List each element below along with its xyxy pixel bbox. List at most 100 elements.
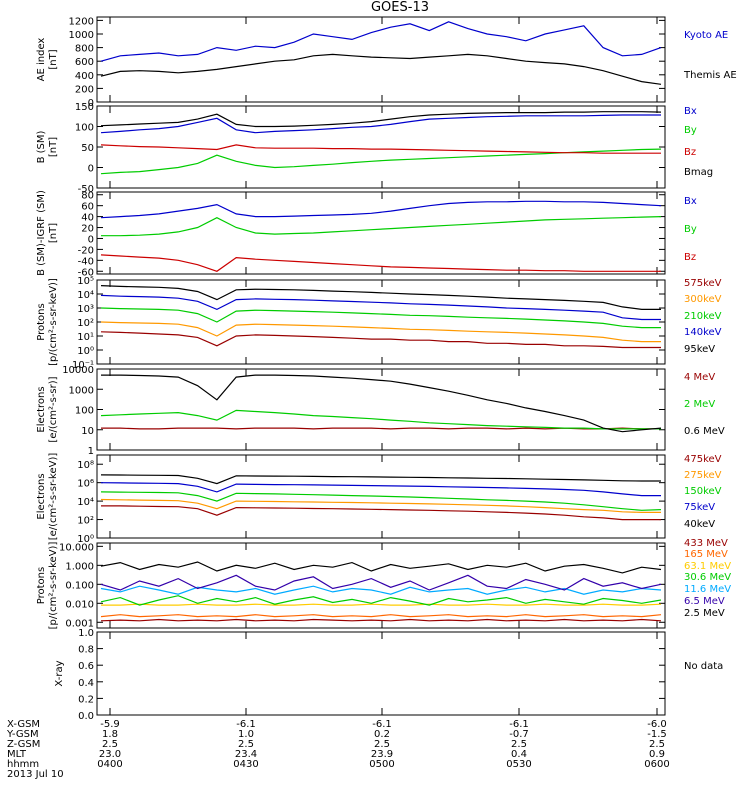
x-axis-row-label: MLT xyxy=(7,749,27,760)
series-line xyxy=(100,574,662,591)
y-tick-label: 20 xyxy=(81,224,94,235)
y-tick-label: 150 xyxy=(75,102,94,113)
y-tick-label: 0 xyxy=(88,98,94,109)
legend-label: 2 MeV xyxy=(684,399,715,410)
series-line xyxy=(100,321,661,343)
legend-label: 300keV xyxy=(684,294,722,305)
series-line xyxy=(100,474,661,485)
y-tick-label: 1.0 xyxy=(78,628,94,639)
y-tick-label: 10.000 xyxy=(59,542,94,553)
panel-frame xyxy=(96,105,666,189)
series-line xyxy=(100,114,661,134)
series-line xyxy=(100,482,661,497)
legend-label: 2.5 MeV xyxy=(684,608,725,619)
series-line xyxy=(100,618,662,622)
x-tick-label: 0.9 xyxy=(649,749,665,760)
y-tick-label: 1.000 xyxy=(65,561,94,572)
y-tick-label: 40 xyxy=(81,213,94,224)
legend-label: 150keV xyxy=(684,486,722,497)
x-tick-label: 2.5 xyxy=(511,739,527,750)
series-line xyxy=(100,409,661,430)
y-tick-label: 10⁰ xyxy=(77,346,94,357)
legend-label: 433 MeV xyxy=(684,538,728,549)
x-tick-label: 0500 xyxy=(369,759,394,770)
x-tick-label: 0530 xyxy=(506,759,531,770)
legend-label: 40keV xyxy=(684,519,715,530)
y-tick-label: -50 xyxy=(78,184,94,195)
y-tick-label: 0 xyxy=(88,164,94,175)
x-tick-label: -6.1 xyxy=(236,719,256,730)
legend-label: 0.6 MeV xyxy=(684,426,725,437)
series-line xyxy=(100,294,661,321)
y-tick-label: 10⁰ xyxy=(77,534,94,545)
legend-label: Bx xyxy=(684,196,697,207)
series-line xyxy=(100,111,662,128)
y-axis-label: Protons xyxy=(36,303,47,340)
x-tick-label: 2.5 xyxy=(374,739,390,750)
y-tick-label: 10 xyxy=(81,426,94,437)
y-tick-label: 10⁻¹ xyxy=(72,360,94,371)
y-axis-label: [p/(cm²-s-sr-keV)] xyxy=(48,542,59,630)
legend-label: Bx xyxy=(684,106,697,117)
series-line xyxy=(101,374,662,433)
no-data-label: No data xyxy=(684,661,723,672)
y-tick-label: 0.6 xyxy=(78,661,94,672)
series-line xyxy=(100,561,662,574)
y-axis-label: Protons xyxy=(36,567,47,604)
legend-label: Bmag xyxy=(684,167,713,178)
legend-label: 6.5 MeV xyxy=(684,596,725,607)
legend-label: By xyxy=(684,224,697,235)
x-axis-row-label: hhmm xyxy=(7,759,39,770)
x-tick-label: -6.1 xyxy=(509,719,529,730)
y-tick-label: 0.100 xyxy=(65,580,94,591)
legend-label: 4 MeV xyxy=(684,372,715,383)
x-tick-label: 0400 xyxy=(97,759,122,770)
legend-label: 275keV xyxy=(684,470,722,481)
y-tick-label: 10000 xyxy=(62,365,94,376)
series-line xyxy=(100,53,662,85)
y-tick-label: 800 xyxy=(75,44,94,55)
y-tick-label: -20 xyxy=(78,245,94,256)
y-tick-label: 50 xyxy=(81,143,94,154)
x-tick-label: 0600 xyxy=(644,759,669,770)
y-tick-label: 10⁵ xyxy=(77,276,94,287)
legend-label: 210keV xyxy=(684,311,722,322)
y-axis-label: [e/(cm²-s-sr)] xyxy=(48,376,59,442)
y-tick-label: 100 xyxy=(75,406,94,417)
series-line xyxy=(100,21,662,62)
y-tick-label: 200 xyxy=(75,84,94,95)
x-tick-label: 1.8 xyxy=(102,729,118,740)
x-axis-row-label: Z-GSM xyxy=(7,739,40,750)
y-tick-label: 10³ xyxy=(77,304,94,315)
x-tick-label: -1.5 xyxy=(647,729,667,740)
series-line xyxy=(101,603,662,606)
y-tick-label: 10⁶ xyxy=(77,479,94,490)
x-tick-label: -0.7 xyxy=(509,729,529,740)
x-tick-label: -6.0 xyxy=(647,719,667,730)
y-tick-label: 1000 xyxy=(69,385,94,396)
series-line xyxy=(100,254,661,272)
x-tick-label: 2.5 xyxy=(238,739,254,750)
legend-label: 75keV xyxy=(684,502,715,513)
panel-frame xyxy=(96,191,666,275)
y-axis-label: Electrons xyxy=(36,386,47,432)
legend-label: Bz xyxy=(684,147,696,158)
y-axis-label: [p/(cm²-s-sr-keV)] xyxy=(48,278,59,366)
y-tick-label: 400 xyxy=(75,71,94,82)
legend-label: 95keV xyxy=(684,344,715,355)
y-tick-label: 0.4 xyxy=(78,678,94,689)
y-tick-label: 10⁸ xyxy=(77,460,94,471)
series-line xyxy=(100,285,661,310)
y-tick-label: 0.0 xyxy=(78,711,94,722)
y-axis-label: [nT] xyxy=(48,49,59,69)
x-tick-label: 2.5 xyxy=(102,739,118,750)
legend-label: 30.6 MeV xyxy=(684,572,731,583)
y-axis-label: AE index xyxy=(36,38,47,82)
panel-frame xyxy=(96,16,666,103)
y-tick-label: 1200 xyxy=(69,16,94,27)
y-tick-label: 0.2 xyxy=(78,694,94,705)
panel-frame xyxy=(96,368,666,451)
y-tick-label: 80 xyxy=(81,191,94,202)
panel-frame xyxy=(96,454,666,539)
